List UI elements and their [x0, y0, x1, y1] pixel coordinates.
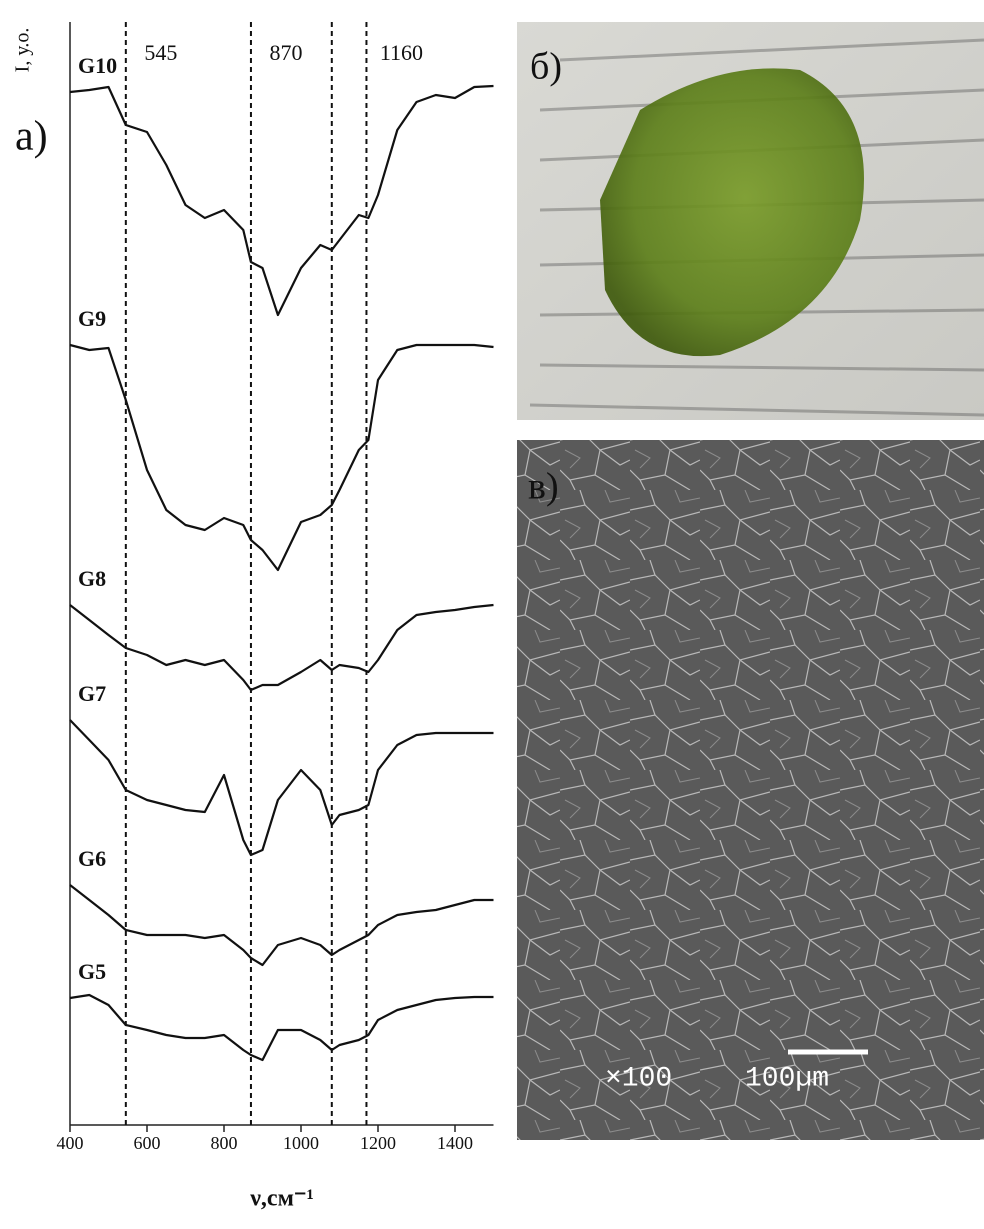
- series-label: G9: [78, 306, 106, 331]
- photo-panel: б): [517, 22, 984, 420]
- series-label: G7: [78, 681, 106, 706]
- x-tick-label: 1200: [360, 1133, 396, 1153]
- scale-bar-label: 100µm: [745, 1063, 829, 1094]
- x-tick-label: 600: [134, 1133, 161, 1153]
- sem-panel: в) ×100 100µm: [517, 440, 984, 1140]
- series-line: [70, 720, 494, 855]
- panel-label: а): [15, 114, 48, 160]
- panel-label: в): [528, 466, 559, 508]
- series-line: [70, 885, 494, 965]
- panel-label: б): [530, 46, 562, 88]
- reference-label: 870: [269, 40, 302, 65]
- series-line: [70, 345, 494, 570]
- x-axis-label: ν,см⁻¹: [249, 1186, 314, 1212]
- x-tick-label: 800: [211, 1133, 238, 1153]
- y-axis-label: I, у.о.: [12, 28, 34, 73]
- x-tick-label: 1400: [437, 1133, 473, 1153]
- sem-image: [517, 440, 984, 1140]
- x-tick-label: 400: [57, 1133, 84, 1153]
- reference-label: 1160: [380, 40, 423, 65]
- series-line: [70, 605, 494, 690]
- series-line: [70, 86, 494, 315]
- series-line: [70, 995, 494, 1060]
- magnification: ×100: [605, 1063, 672, 1094]
- series-label: G5: [78, 959, 106, 984]
- series-label: G6: [78, 846, 106, 871]
- series-label: G8: [78, 566, 106, 591]
- series-label: G10: [78, 53, 117, 78]
- figure: б) в) ×100 100µm а) I, у.о. ν,см⁻¹ 400 60…: [0, 0, 984, 1224]
- reference-label: 545: [144, 40, 177, 65]
- x-tick-label: 1000: [283, 1133, 319, 1153]
